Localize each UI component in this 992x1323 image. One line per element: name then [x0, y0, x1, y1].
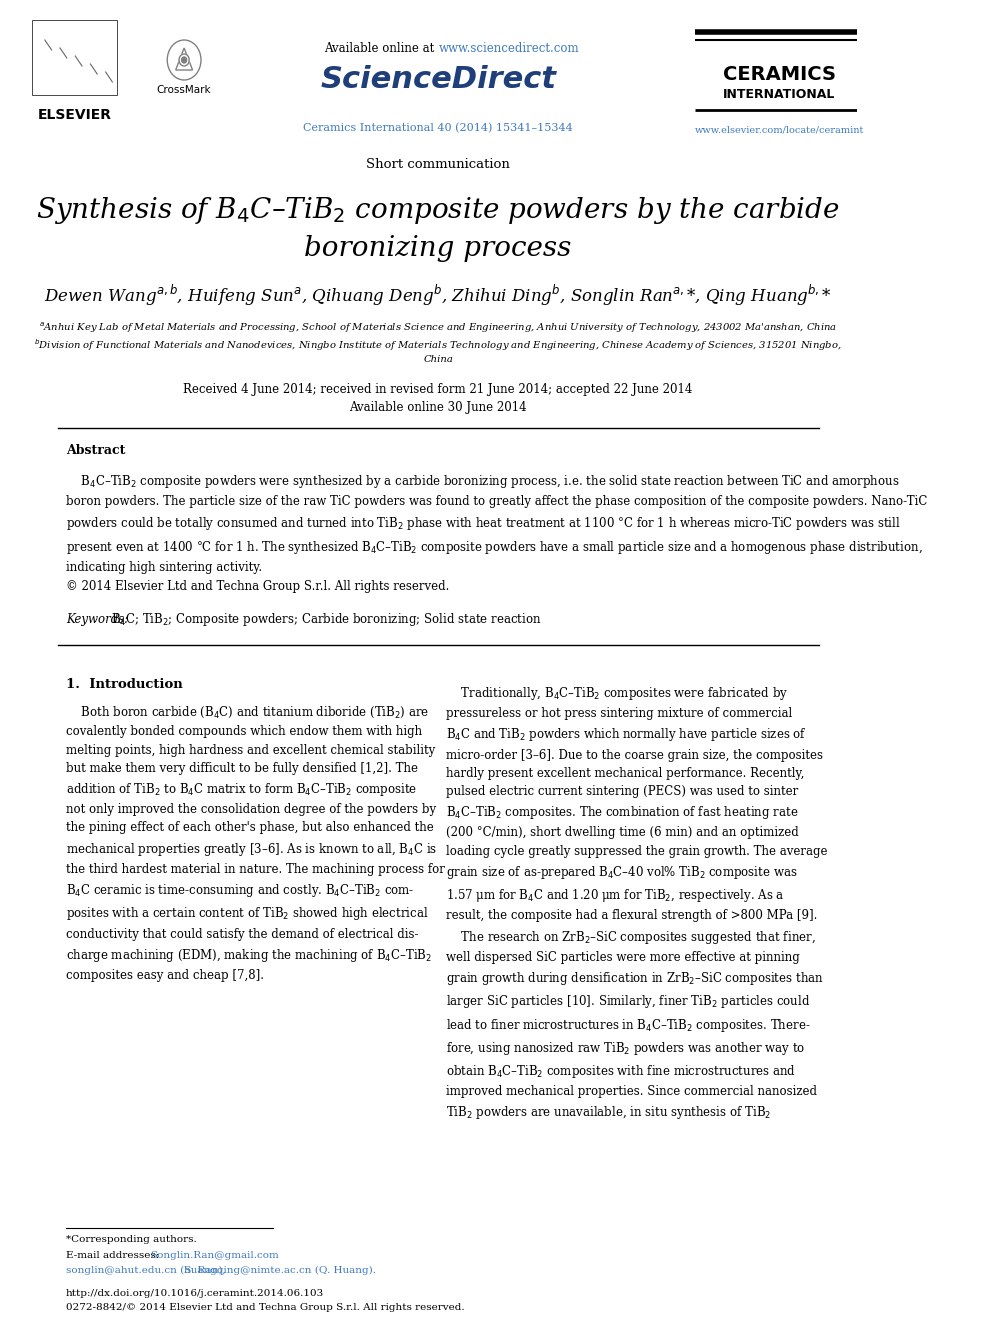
Text: Available online at: Available online at	[324, 41, 438, 54]
Text: CERAMICS: CERAMICS	[722, 66, 835, 85]
Text: songlin@ahut.edu.cn (S. Ran),: songlin@ahut.edu.cn (S. Ran),	[65, 1265, 229, 1274]
Text: www.elsevier.com/locate/ceramint: www.elsevier.com/locate/ceramint	[694, 126, 864, 135]
Text: Songlin.Ran@gmail.com: Songlin.Ran@gmail.com	[151, 1250, 279, 1259]
Text: huangqing@nimte.ac.cn (Q. Huang).: huangqing@nimte.ac.cn (Q. Huang).	[185, 1265, 376, 1274]
Text: Both boron carbide (B$_4$C) and titanium diboride (TiB$_2$) are
covalently bonde: Both boron carbide (B$_4$C) and titanium…	[65, 705, 444, 982]
Text: B$_4$C; TiB$_2$; Composite powders; Carbide boronizing; Solid state reaction: B$_4$C; TiB$_2$; Composite powders; Carb…	[111, 611, 542, 628]
Text: Dewen Wang$^{a,b}$, Huifeng Sun$^{a}$, Qihuang Deng$^{b}$, Zhihui Ding$^{b}$, So: Dewen Wang$^{a,b}$, Huifeng Sun$^{a}$, Q…	[45, 282, 832, 308]
Text: China: China	[424, 356, 453, 365]
Text: $^b$Division of Functional Materials and Nanodevices, Ningbo Institute of Materi: $^b$Division of Functional Materials and…	[35, 337, 842, 353]
Text: Ceramics International 40 (2014) 15341–15344: Ceramics International 40 (2014) 15341–1…	[304, 123, 573, 134]
Text: Synthesis of B$_4$C–TiB$_2$ composite powders by the carbide: Synthesis of B$_4$C–TiB$_2$ composite po…	[37, 194, 840, 225]
Text: Short communication: Short communication	[366, 159, 510, 172]
Text: INTERNATIONAL: INTERNATIONAL	[723, 89, 835, 102]
Text: Keywords:: Keywords:	[65, 614, 132, 627]
Text: www.sciencedirect.com: www.sciencedirect.com	[439, 41, 579, 54]
Text: B$_4$C–TiB$_2$ composite powders were synthesized by a carbide boronizing proces: B$_4$C–TiB$_2$ composite powders were sy…	[65, 474, 928, 593]
Text: Received 4 June 2014; received in revised form 21 June 2014; accepted 22 June 20: Received 4 June 2014; received in revise…	[184, 384, 692, 397]
Text: boronizing process: boronizing process	[305, 234, 571, 262]
Circle shape	[179, 54, 189, 66]
Text: http://dx.doi.org/10.1016/j.ceramint.2014.06.103: http://dx.doi.org/10.1016/j.ceramint.201…	[65, 1289, 324, 1298]
Text: E-mail addresses:: E-mail addresses:	[65, 1250, 163, 1259]
Text: 0272-8842/© 2014 Elsevier Ltd and Techna Group S.r.l. All rights reserved.: 0272-8842/© 2014 Elsevier Ltd and Techna…	[65, 1303, 464, 1312]
Text: Abstract: Abstract	[65, 443, 125, 456]
Text: ELSEVIER: ELSEVIER	[38, 108, 111, 122]
Text: Available online 30 June 2014: Available online 30 June 2014	[349, 401, 527, 414]
Text: $^a$Anhui Key Lab of Metal Materials and Processing, School of Materials Science: $^a$Anhui Key Lab of Metal Materials and…	[39, 320, 837, 335]
Circle shape	[182, 57, 186, 64]
Text: *Corresponding authors.: *Corresponding authors.	[65, 1236, 196, 1245]
Bar	[32, 20, 117, 95]
Text: 1.  Introduction: 1. Introduction	[65, 679, 183, 692]
Text: CrossMark: CrossMark	[157, 85, 211, 95]
Text: Traditionally, B$_4$C–TiB$_2$ composites were fabricated by
pressureless or hot : Traditionally, B$_4$C–TiB$_2$ composites…	[445, 685, 827, 1122]
Text: ScienceDirect: ScienceDirect	[320, 66, 557, 94]
